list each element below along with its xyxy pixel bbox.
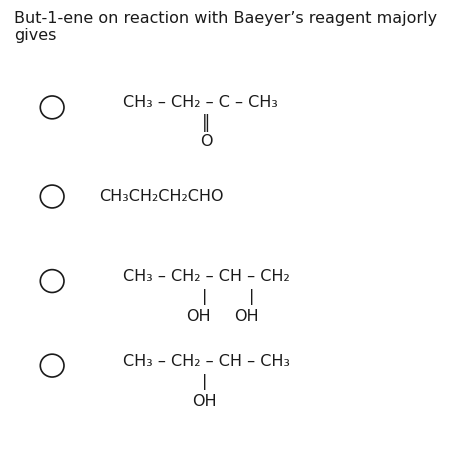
Text: gives: gives — [14, 28, 56, 43]
Text: But-1-ene on reaction with Baeyer’s reagent majorly: But-1-ene on reaction with Baeyer’s reag… — [14, 11, 438, 27]
Text: OH: OH — [192, 394, 217, 409]
Text: CH₃CH₂CH₂CHO: CH₃CH₂CH₂CHO — [100, 189, 224, 204]
Text: CH₃ – CH₂ – CH – CH₂: CH₃ – CH₂ – CH – CH₂ — [123, 269, 290, 284]
Text: ‖: ‖ — [202, 114, 210, 133]
Text: |: | — [202, 373, 208, 390]
Text: OH: OH — [234, 309, 259, 324]
Text: OH: OH — [186, 309, 210, 324]
Text: CH₃ – CH₂ – CH – CH₃: CH₃ – CH₂ – CH – CH₃ — [123, 354, 290, 368]
Text: |: | — [249, 289, 255, 305]
Text: O: O — [200, 134, 212, 149]
Text: CH₃ – CH₂ – C – CH₃: CH₃ – CH₂ – C – CH₃ — [123, 96, 278, 110]
Text: |: | — [202, 289, 208, 305]
